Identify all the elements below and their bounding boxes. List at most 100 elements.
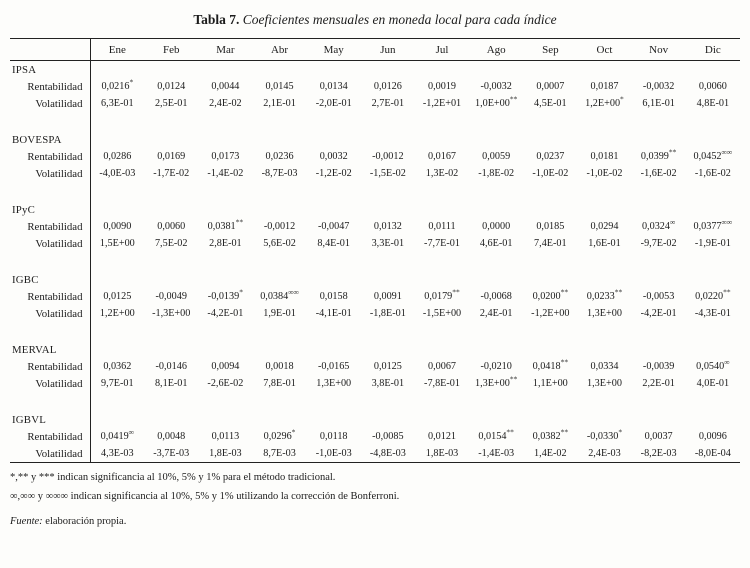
table-cell: -1,0E-03 xyxy=(306,445,361,463)
table-cell: 1,4E-02 xyxy=(523,445,578,463)
table-cell: 0,0419∞ xyxy=(100,427,135,442)
table-cell: 1,3E+00 xyxy=(587,378,622,389)
row-label: Volatilidad xyxy=(10,235,91,252)
table-cell xyxy=(90,112,740,131)
table-cell: 0,0126 xyxy=(373,81,402,92)
table-row: Volatilidad 1,5E+00 7,5E-02 2,8E-01 5,6E-02 8… xyxy=(10,235,740,252)
significance-marker: ** xyxy=(509,94,518,104)
table-cell: 1,9E-01 xyxy=(263,308,296,319)
table-cell: -0,0210 xyxy=(480,361,512,372)
table-cell: 0,0037 xyxy=(644,431,673,442)
table-cell: 0,0452∞∞ xyxy=(693,147,733,162)
table-cell xyxy=(10,252,91,271)
table-row: Rentabilidad 0,0362 -0,0146 0,0094 0,0018 -0,… xyxy=(10,358,740,375)
table-cell: 8,4E-01 xyxy=(317,238,350,249)
table-cell: -1,9E-01 xyxy=(694,238,731,249)
table-cell: 1,5E+00 xyxy=(99,238,135,249)
table-cell: 4,6E-01 xyxy=(479,238,513,249)
table-cell: 2,8E-01 xyxy=(209,238,242,249)
table-cell: 0,0540∞ xyxy=(696,357,730,372)
table-cell: 3,3E-01 xyxy=(371,238,405,249)
index-group-row: IGBC xyxy=(10,271,740,288)
table-row: Rentabilidad 0,0286 0,0169 0,0173 0,0236 0,00… xyxy=(10,148,740,165)
table-cell xyxy=(90,271,740,288)
row-label: Rentabilidad xyxy=(10,288,91,305)
table-cell: 0,0145 xyxy=(265,81,294,92)
table-cell: -4,3E-01 xyxy=(694,308,731,319)
table-cell: -8,2E-03 xyxy=(631,445,686,463)
table-cell: -0,0012 xyxy=(372,151,404,162)
significance-marker: ** xyxy=(509,374,518,384)
table-row: Volatilidad 4,3E-03 -3,7E-03 1,8E-03 8,7E-03… xyxy=(10,445,740,463)
table-cell: 1,6E-01 xyxy=(588,238,621,249)
spacer-row xyxy=(10,252,740,271)
index-name: IGBVL xyxy=(10,411,91,428)
table-cell: 0,0200** xyxy=(532,287,569,302)
table-cell: -0,0068 xyxy=(480,291,512,302)
table-cell: 0,0125 xyxy=(373,361,402,372)
header-row: Ene Feb Mar Abr May Jun Jul Ago Sep Oct Nov Dic xyxy=(10,38,740,61)
table-row: Rentabilidad 0,0216* 0,0124 0,0044 0,0145 0,0… xyxy=(10,78,740,95)
table-cell: 9,7E-01 xyxy=(101,378,134,389)
table-cell: 0,0113 xyxy=(211,431,240,442)
table-cell: 0,0048 xyxy=(157,431,186,442)
table-cell: 1,3E+00 xyxy=(316,378,352,389)
source-text: elaboración propia. xyxy=(45,516,127,527)
column-header: Feb xyxy=(144,38,199,61)
index-group-row: MERVAL xyxy=(10,341,740,358)
table-cell: 0,0294 xyxy=(590,221,619,232)
index-name: MERVAL xyxy=(10,341,91,358)
table-cell: 0,0418** xyxy=(532,357,569,372)
table-row: Rentabilidad 0,0419∞ 0,0048 0,0113 0,0296* 0,… xyxy=(10,428,740,445)
table-cell: 0,0000 xyxy=(482,221,511,232)
row-label: Volatilidad xyxy=(10,165,91,182)
source-line: Fuente: elaboración propia. xyxy=(10,516,740,527)
table-cell: 0,0216* xyxy=(101,77,134,92)
significance-marker: ∞∞ xyxy=(288,287,299,297)
table-cell: 0,0286 xyxy=(103,151,132,162)
table-cell: -1,0E-02 xyxy=(586,168,623,179)
coefficients-table: Ene Feb Mar Abr May Jun Jul Ago Sep Oct Nov Dic IPSA… xyxy=(10,38,740,463)
table-cell: -4,2E-01 xyxy=(640,308,677,319)
table-cell: -4,2E-01 xyxy=(207,308,244,319)
table-cell: 0,0167 xyxy=(428,151,457,162)
table-cell: 0,0154** xyxy=(478,427,514,442)
table-cell: 0,0384∞∞ xyxy=(260,287,299,302)
table-cell: 0,0158 xyxy=(319,291,348,302)
table-cell: 1,3E-02 xyxy=(425,168,459,179)
table-cell: -1,8E-02 xyxy=(478,168,515,179)
table-title-label: Tabla 7. xyxy=(193,12,240,27)
significance-marker: * xyxy=(620,94,624,104)
table-cell: 3,8E-01 xyxy=(371,378,405,389)
table-cell: 0,0233** xyxy=(586,287,623,302)
table-cell: -1,2E+01 xyxy=(422,98,462,109)
table-cell: 1,0E+00** xyxy=(474,94,518,109)
table-row: Volatilidad 6,3E-01 2,5E-01 2,4E-02 2,1E-01 -… xyxy=(10,95,740,112)
table-cell: 8,1E-01 xyxy=(154,378,188,389)
index-name: BOVESPA xyxy=(10,131,91,148)
table-cell: 0,0121 xyxy=(428,431,457,442)
index-name: IGBC xyxy=(10,271,91,288)
table-cell: 7,4E-01 xyxy=(534,238,567,249)
table-cell xyxy=(90,252,740,271)
table-row: Volatilidad 9,7E-01 8,1E-01 -2,6E-02 7,8E-01… xyxy=(10,375,740,392)
table-cell: -1,6E-02 xyxy=(694,168,731,179)
significance-marker: ∞∞ xyxy=(721,217,733,227)
table-cell xyxy=(90,201,740,218)
table-title: Tabla 7. Coeficientes mensuales en moned… xyxy=(10,12,740,28)
table-cell: -1,2E-02 xyxy=(315,168,352,179)
table-cell: -1,0E-02 xyxy=(532,168,569,179)
significance-marker: ∞∞ xyxy=(721,147,733,157)
table-cell: 0,0018 xyxy=(265,361,294,372)
significance-marker: ** xyxy=(506,427,514,437)
table-cell: 0,0399** xyxy=(640,147,677,162)
index-name: IPyC xyxy=(10,201,91,218)
row-label: Rentabilidad xyxy=(10,218,91,235)
table-cell: 0,0124 xyxy=(157,81,186,92)
table-cell: -0,0032 xyxy=(642,81,675,92)
significance-marker: * xyxy=(129,77,134,87)
row-label: Volatilidad xyxy=(10,95,91,112)
table-cell: 0,0094 xyxy=(211,361,240,372)
table-cell: -1,4E-02 xyxy=(207,168,244,179)
table-cell: -1,8E-01 xyxy=(369,308,406,319)
